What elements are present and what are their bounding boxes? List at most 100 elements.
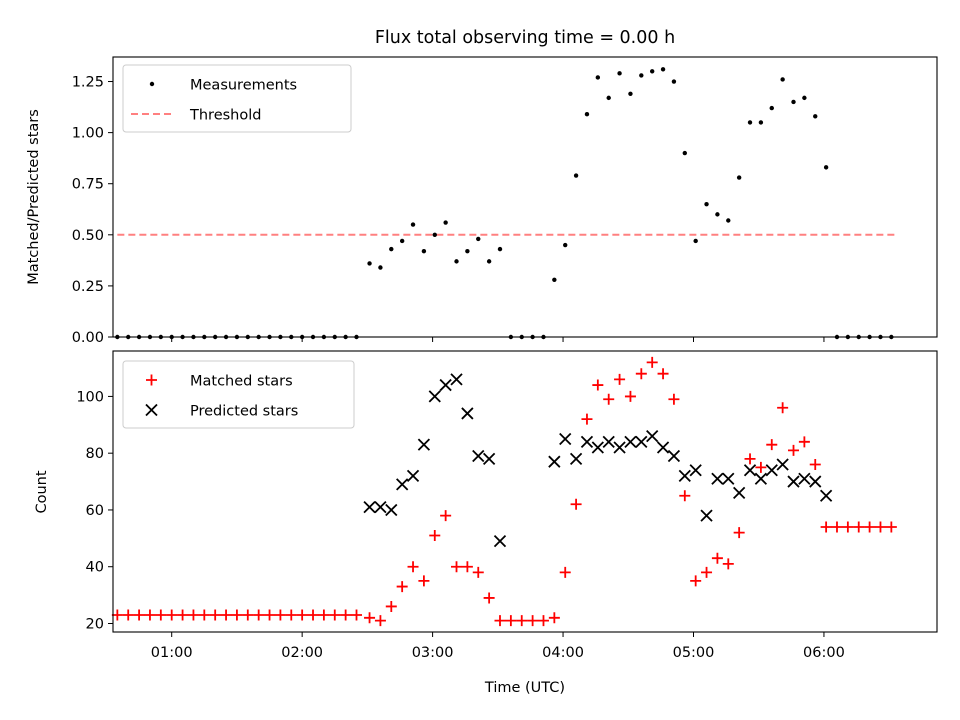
chart-title: Flux total observing time = 0.00 h [375,28,675,48]
predicted-star-point [417,438,431,451]
x-tick-label: 06:00 [803,645,845,661]
matched-star-point [809,459,821,471]
matched-star-point [766,439,778,451]
x-axis-label: Time (UTC) [484,680,565,696]
y-tick-label: 60 [86,503,104,519]
predicted-star-point [667,449,681,463]
matched-star-point [144,609,156,621]
matched-star-point [351,609,363,621]
matched-star-point [755,461,767,473]
predicted-star-point [754,472,768,485]
measurement-point [367,261,372,266]
measurement-point [617,71,622,76]
measurement-point [747,120,753,125]
y-tick-label: 0.00 [72,330,104,346]
matched-star-point [711,552,723,564]
predicted-star-point [428,390,441,403]
x-tick-label: 03:00 [412,645,454,661]
measurement-point [726,218,731,223]
x-tick-label: 04:00 [542,645,584,661]
matched-star-point [111,609,123,621]
matched-star-point [209,609,221,621]
legend-predicted-marker [145,403,158,417]
predicted-star-point [678,469,691,483]
legend-matched-label: Matched stars [190,374,293,390]
matched-star-point [177,609,189,621]
matched-star-point [418,575,430,587]
matched-star-point [364,612,376,624]
matched-star-point [635,368,647,380]
count-x-axis: 01:00 02:00 03:00 04:00 05:00 06:00 [151,632,845,661]
matched-star-point [831,521,843,533]
matched-star-point [788,444,800,456]
measurement-point [563,242,568,248]
matched-star-point [581,413,593,425]
predicted-star-point [472,449,485,463]
matched-star-point [155,609,167,621]
matched-star-point [646,356,658,368]
measurement-point [497,246,503,252]
matched-star-point [592,379,604,391]
matched-star-point [198,609,210,621]
matched-star-point [505,615,517,627]
measurement-point [595,75,601,80]
predicted-star-point [580,435,594,448]
predicted-star-point [733,486,746,500]
matched-star-point [340,609,352,621]
matched-star-point [853,521,865,533]
predicted-star-point [646,430,659,443]
x-tick-label: 01:00 [151,645,193,661]
count-legend: Matched stars Predicted stars [122,360,355,429]
predicted-star-point [798,472,811,485]
matched-star-point [440,510,452,522]
matched-star-point [253,609,265,621]
matched-star-point [407,561,419,573]
matched-star-point [885,521,897,533]
matched-star-point [274,609,286,621]
predicted-star-point [765,464,778,477]
predicted-star-point [700,509,713,522]
ratio-legend: Measurements Threshold [122,64,352,133]
matched-star-point [614,373,626,385]
matched-star-point [874,521,886,533]
legend-measurements-label: Measurements [190,78,297,94]
y-tick-label: 20 [86,616,104,632]
matched-star-point [187,609,199,621]
y-tick-label: 1.25 [72,75,104,91]
matched-star-point [722,558,734,570]
measurement-point [693,238,698,244]
predicted-star-point [439,378,452,392]
matched-star-point [461,561,473,573]
measurement-point [573,173,579,178]
matched-star-point [264,609,276,621]
ratio-plot-area [115,67,896,340]
predicted-star-point [559,432,572,446]
measurement-point [682,150,687,156]
measurement-point [443,220,448,225]
measurement-point [584,112,590,117]
matched-star-point [842,521,854,533]
measurement-point [432,232,437,238]
measurement-point [465,248,470,254]
measurement-point [736,175,742,180]
measurement-point [791,99,796,105]
predicted-star-point [787,475,800,488]
predicted-star-point [819,489,833,502]
matched-star-point [701,566,713,578]
matched-star-point [285,609,297,621]
predicted-star-point [482,452,496,465]
predicted-star-point [743,464,757,477]
matched-star-point [220,609,232,621]
matched-star-point [494,615,506,627]
matched-star-point [166,609,178,621]
predicted-star-point [548,455,561,468]
matched-star-point [679,490,691,502]
matched-star-point [603,393,615,405]
measurement-point [399,238,405,244]
legend-matched-marker [146,374,157,386]
matched-star-point [451,561,463,573]
matched-star-point [231,609,243,621]
predicted-star-point [624,435,637,448]
predicted-star-point [374,500,387,514]
legend-threshold-label: Threshold [189,108,261,124]
